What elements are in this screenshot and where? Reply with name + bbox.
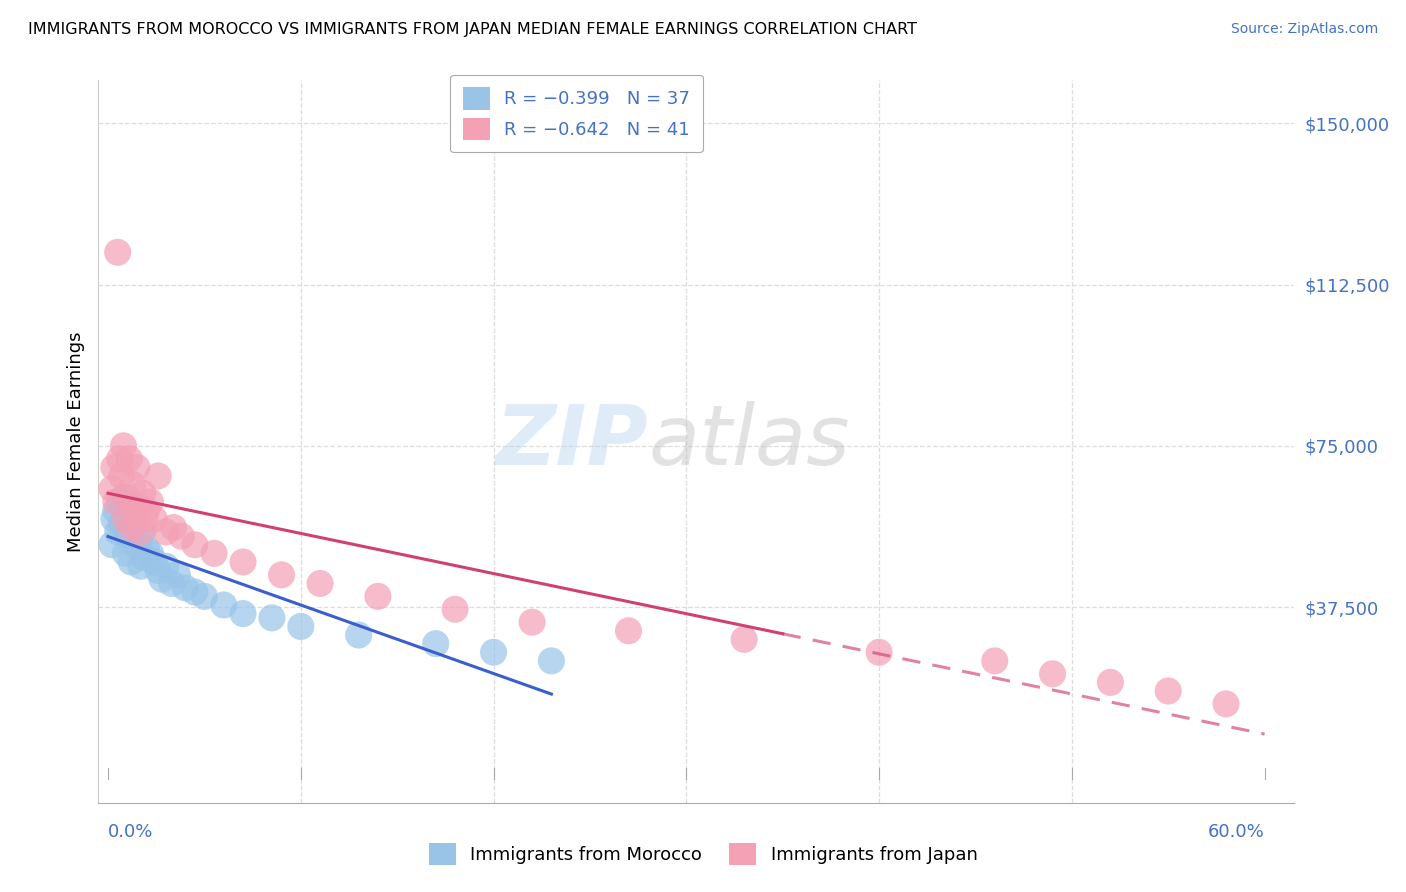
Point bbox=[107, 245, 129, 260]
Point bbox=[128, 499, 150, 513]
Point bbox=[212, 598, 235, 612]
Point bbox=[540, 654, 562, 668]
Point bbox=[112, 491, 135, 505]
Point bbox=[202, 546, 225, 560]
Point bbox=[309, 576, 332, 591]
Legend: R = −0.399   N = 37, R = −0.642   N = 41: R = −0.399 N = 37, R = −0.642 N = 41 bbox=[450, 75, 703, 153]
Point bbox=[125, 460, 148, 475]
Point bbox=[155, 524, 177, 539]
Point bbox=[104, 503, 127, 517]
Point bbox=[347, 628, 370, 642]
Point bbox=[108, 494, 131, 508]
Point bbox=[108, 451, 131, 466]
Point bbox=[143, 512, 166, 526]
Text: 0.0%: 0.0% bbox=[108, 823, 153, 841]
Point bbox=[270, 567, 292, 582]
Point bbox=[122, 520, 145, 534]
Point bbox=[184, 585, 207, 599]
Text: 60.0%: 60.0% bbox=[1208, 823, 1264, 841]
Point bbox=[134, 512, 156, 526]
Point bbox=[148, 469, 170, 483]
Point bbox=[139, 546, 162, 560]
Point bbox=[290, 619, 312, 633]
Point bbox=[367, 590, 389, 604]
Text: atlas: atlas bbox=[648, 401, 849, 482]
Point bbox=[444, 602, 467, 616]
Point bbox=[135, 542, 157, 557]
Point bbox=[124, 503, 146, 517]
Point bbox=[129, 559, 152, 574]
Point bbox=[174, 581, 197, 595]
Point bbox=[232, 555, 254, 569]
Point bbox=[118, 451, 141, 466]
Point bbox=[170, 529, 193, 543]
Point bbox=[101, 482, 124, 496]
Point bbox=[1042, 666, 1064, 681]
Point bbox=[1215, 697, 1237, 711]
Point bbox=[118, 499, 141, 513]
Point bbox=[868, 645, 890, 659]
Text: Source: ZipAtlas.com: Source: ZipAtlas.com bbox=[1230, 22, 1378, 37]
Point bbox=[617, 624, 640, 638]
Point bbox=[110, 469, 132, 483]
Point bbox=[120, 555, 142, 569]
Y-axis label: Median Female Earnings: Median Female Earnings bbox=[66, 331, 84, 552]
Point bbox=[160, 576, 183, 591]
Point bbox=[120, 520, 142, 534]
Point bbox=[425, 637, 447, 651]
Point bbox=[110, 516, 132, 531]
Point bbox=[103, 460, 125, 475]
Point bbox=[260, 611, 283, 625]
Point bbox=[135, 503, 157, 517]
Point bbox=[155, 559, 177, 574]
Point bbox=[103, 512, 125, 526]
Point bbox=[143, 555, 166, 569]
Point bbox=[193, 590, 215, 604]
Point bbox=[166, 567, 188, 582]
Point bbox=[104, 494, 127, 508]
Point bbox=[132, 524, 155, 539]
Point bbox=[101, 538, 124, 552]
Point bbox=[124, 538, 146, 552]
Point bbox=[132, 486, 155, 500]
Point bbox=[122, 477, 145, 491]
Legend: Immigrants from Morocco, Immigrants from Japan: Immigrants from Morocco, Immigrants from… bbox=[422, 836, 984, 872]
Point bbox=[150, 572, 173, 586]
Point bbox=[112, 439, 135, 453]
Point bbox=[1099, 675, 1122, 690]
Point bbox=[107, 524, 129, 539]
Text: IMMIGRANTS FROM MOROCCO VS IMMIGRANTS FROM JAPAN MEDIAN FEMALE EARNINGS CORRELAT: IMMIGRANTS FROM MOROCCO VS IMMIGRANTS FR… bbox=[28, 22, 917, 37]
Point bbox=[125, 508, 148, 522]
Point bbox=[117, 529, 139, 543]
Point bbox=[148, 564, 170, 578]
Point bbox=[162, 520, 184, 534]
Point bbox=[134, 550, 156, 565]
Point bbox=[114, 512, 136, 526]
Point bbox=[114, 546, 136, 560]
Text: ZIP: ZIP bbox=[495, 401, 648, 482]
Point bbox=[984, 654, 1007, 668]
Point bbox=[129, 524, 152, 539]
Point bbox=[128, 533, 150, 548]
Point bbox=[482, 645, 505, 659]
Point bbox=[232, 607, 254, 621]
Point bbox=[184, 538, 207, 552]
Point bbox=[139, 494, 162, 508]
Point bbox=[733, 632, 755, 647]
Point bbox=[1157, 684, 1180, 698]
Point bbox=[117, 491, 139, 505]
Point bbox=[520, 615, 543, 630]
